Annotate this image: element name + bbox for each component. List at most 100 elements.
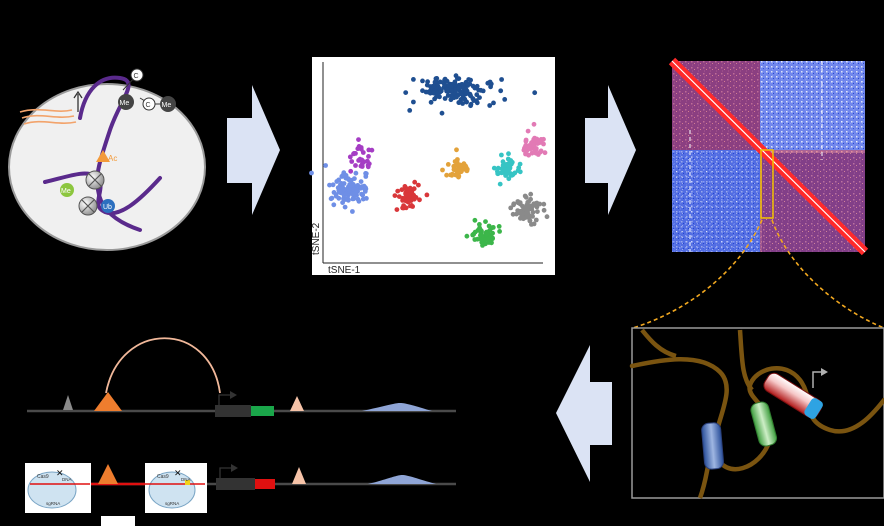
protein-blue-icon (701, 422, 724, 470)
peak-pink-icon (290, 396, 304, 411)
tsne-point (349, 159, 355, 164)
tsne-point (463, 90, 468, 96)
label-box-white (101, 516, 135, 526)
tsne-point (431, 90, 436, 96)
tsne-point (336, 177, 342, 183)
tsne-point (517, 169, 523, 175)
tsne-point (525, 214, 531, 220)
tsne-point (533, 201, 538, 207)
chromatin-fiber-2 (43, 171, 162, 216)
tsne-point (432, 79, 438, 85)
tsne-point (509, 172, 515, 178)
tsne-point (544, 214, 550, 220)
protein-green-icon (750, 401, 778, 447)
tsne-point (363, 171, 369, 177)
transcription-start-arrow (73, 90, 83, 112)
tsne-point (407, 108, 413, 113)
tsne-point (495, 171, 501, 177)
tss-arrowhead-2 (231, 464, 238, 472)
tsne-point (525, 128, 531, 134)
tsne-point (442, 76, 448, 82)
tsne-point (424, 82, 430, 88)
sgrna-label: sgRNA (46, 501, 60, 506)
tsne-point (538, 148, 544, 154)
tss-arrowhead-loop (821, 368, 828, 376)
tsne-point (399, 187, 405, 193)
tsne-point (452, 79, 458, 85)
tsne-point (351, 196, 357, 202)
cas9-label: Cas9 (37, 474, 49, 480)
tsne-point (531, 142, 536, 148)
tsne-point (463, 86, 469, 92)
tsne-point (530, 214, 535, 219)
tsne-point (499, 170, 504, 176)
tsne-point (448, 97, 454, 103)
tsne-point (442, 82, 447, 88)
tsne-point (345, 195, 350, 201)
tsne-point (328, 196, 334, 202)
tsne-point (468, 93, 473, 99)
nucleosome-cross-icon (88, 173, 102, 187)
enhancer-triangle-icon (94, 392, 122, 411)
tsne-point (353, 170, 359, 176)
tsne-point (470, 232, 476, 238)
tsne-point (468, 101, 474, 107)
tsne-point (528, 191, 534, 197)
tsne-point (350, 209, 355, 214)
tsne-point (506, 176, 512, 182)
tsne-point (500, 159, 506, 165)
tsne-point (359, 164, 365, 169)
tsne-point (338, 190, 344, 196)
gene-body-grey-2 (216, 478, 255, 490)
tsne-point (535, 209, 540, 215)
transcript-rna (19, 108, 77, 125)
tsne-point (445, 87, 450, 93)
loop-fiber-4 (640, 328, 677, 359)
tsne-point (358, 185, 363, 191)
tsne-point (323, 163, 328, 168)
tsne-point (523, 138, 529, 144)
cut-icon: ✕ (56, 468, 64, 478)
peak-grey-icon (63, 395, 73, 410)
ubiquitin-mark-icon (101, 199, 115, 213)
tsne-point (454, 147, 459, 153)
acetyl-mark-label: Ac (108, 154, 117, 163)
tsne-point (432, 96, 437, 102)
tsne-point (525, 199, 531, 205)
gene-body-grey (215, 405, 251, 417)
tsne-point (476, 227, 482, 232)
tsne-panel: tSNE-1 tSNE-2 (309, 57, 555, 276)
tsne-point (464, 168, 469, 173)
tsne-point (542, 150, 548, 156)
tsne-ylabel: tSNE-2 (311, 222, 322, 255)
tsne-point (353, 163, 358, 168)
tsne-point (358, 179, 364, 185)
tsne-point (491, 165, 497, 171)
tsne-point (463, 163, 468, 169)
tsne-point (366, 154, 371, 159)
tsne-point (407, 192, 412, 197)
tsne-point (444, 172, 449, 178)
tsne-point (348, 168, 354, 174)
tsne-point (474, 92, 480, 98)
protein-red-icon (763, 372, 823, 419)
tsne-point (359, 191, 364, 197)
tsne-point (489, 225, 495, 231)
tsne-point (541, 207, 547, 213)
tsne-point (499, 77, 504, 82)
hic-map-panel (632, 57, 884, 329)
tsne-point (501, 163, 506, 169)
tsne-point (331, 190, 337, 195)
cas9-label-2: Cas9 (157, 474, 169, 480)
tsne-point (420, 78, 425, 84)
tsne-point (533, 146, 539, 152)
tsne-point (490, 230, 495, 236)
tsne-point (327, 182, 332, 188)
tsne-point (508, 205, 514, 211)
gene-exon-green (251, 406, 274, 416)
tsne-point (535, 141, 540, 146)
flow-arrow-right-1 (227, 85, 280, 215)
peak-pink-icon-2 (292, 467, 306, 484)
tsne-point (449, 88, 454, 94)
tsne-point (491, 100, 496, 106)
